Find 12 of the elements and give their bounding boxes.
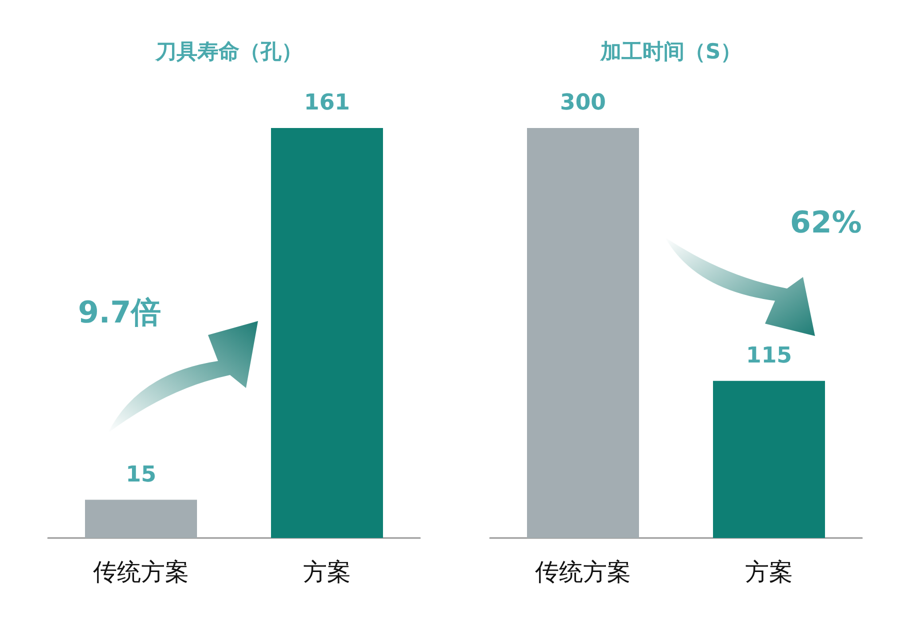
annotation: 9.7倍 [78,296,162,330]
chart-title: 加工时间（S） [599,40,742,64]
x-tick-label: 方案 [303,558,351,586]
data-label: 300 [560,90,606,116]
x-tick-label: 方案 [745,558,793,586]
data-label: 15 [126,462,156,488]
x-tick-label: 传统方案 [535,558,631,586]
data-label: 115 [746,343,792,368]
data-label: 161 [304,90,350,116]
x-tick-label: 传统方案 [93,558,189,586]
annotation: 62% [790,206,862,240]
chart-title: 刀具寿命（孔） [154,40,302,64]
